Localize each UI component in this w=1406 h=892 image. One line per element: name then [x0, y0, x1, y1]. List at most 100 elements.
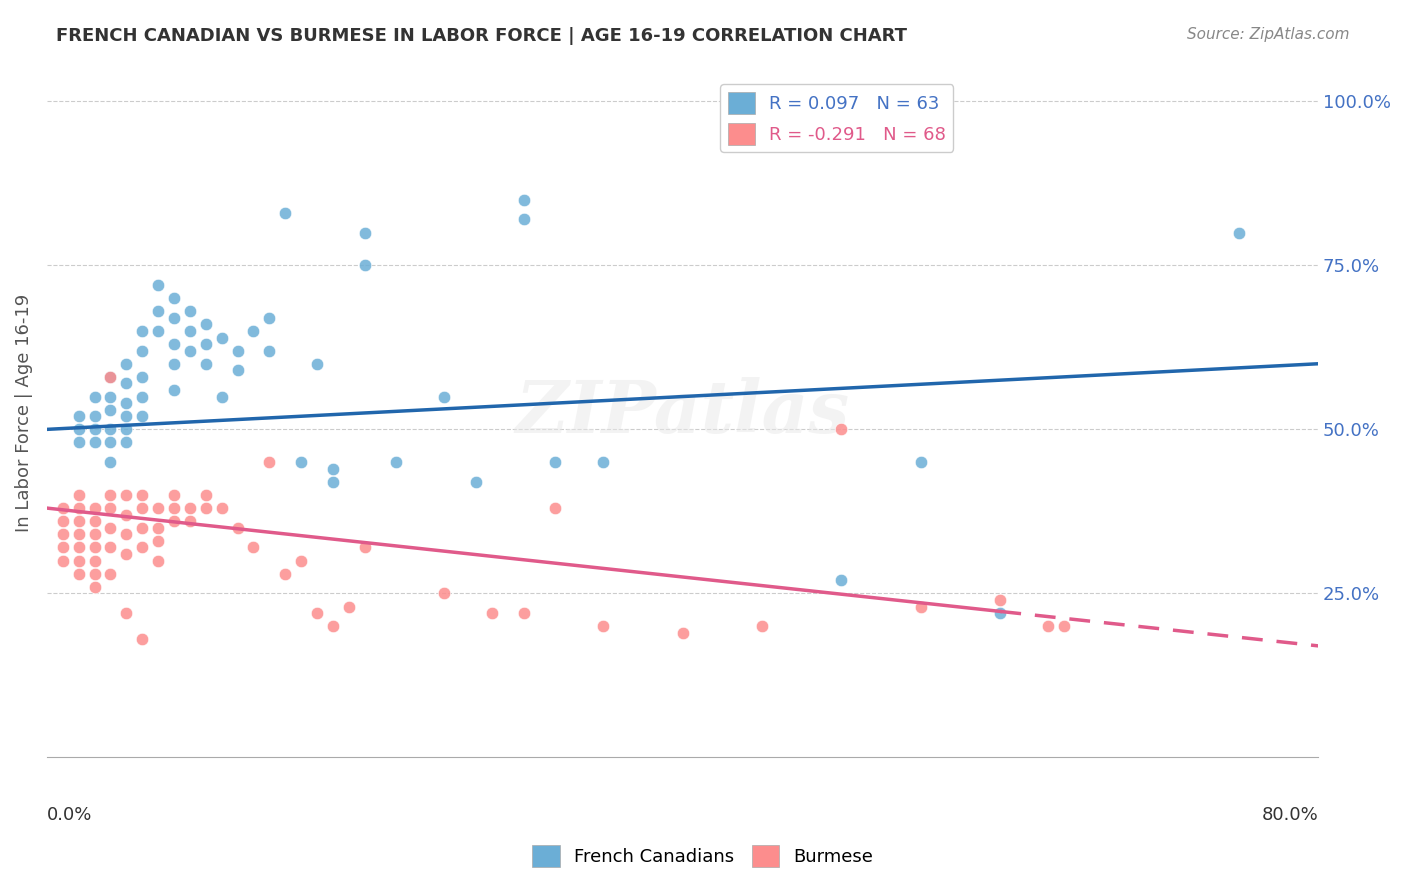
Point: [83, 390, 105, 404]
Point: [115, 396, 138, 410]
Point: [52, 514, 75, 528]
Point: [52, 501, 75, 516]
Point: [385, 455, 408, 469]
Point: [67, 566, 90, 581]
Point: [179, 304, 201, 318]
Point: [100, 435, 122, 450]
Text: Source: ZipAtlas.com: Source: ZipAtlas.com: [1187, 27, 1350, 42]
Point: [52, 527, 75, 541]
Point: [194, 318, 217, 332]
Point: [163, 383, 186, 397]
Point: [671, 625, 693, 640]
Point: [146, 521, 169, 535]
Point: [131, 370, 153, 384]
Point: [290, 553, 312, 567]
Point: [115, 376, 138, 391]
Point: [131, 501, 153, 516]
Point: [163, 501, 186, 516]
Point: [146, 501, 169, 516]
Point: [146, 278, 169, 293]
Point: [179, 324, 201, 338]
Point: [67, 435, 90, 450]
Point: [52, 541, 75, 555]
Point: [226, 521, 249, 535]
Point: [83, 553, 105, 567]
Point: [830, 422, 852, 436]
Point: [465, 475, 488, 489]
Point: [179, 343, 201, 358]
Point: [100, 541, 122, 555]
Point: [100, 402, 122, 417]
Point: [988, 606, 1011, 620]
Point: [592, 455, 614, 469]
Point: [100, 488, 122, 502]
Point: [83, 541, 105, 555]
Point: [115, 527, 138, 541]
Point: [211, 390, 233, 404]
Point: [100, 422, 122, 436]
Point: [259, 343, 281, 358]
Point: [131, 324, 153, 338]
Point: [194, 501, 217, 516]
Point: [544, 501, 567, 516]
Point: [131, 541, 153, 555]
Point: [83, 514, 105, 528]
Point: [100, 390, 122, 404]
Point: [83, 422, 105, 436]
Point: [1227, 226, 1250, 240]
Point: [67, 541, 90, 555]
Point: [100, 521, 122, 535]
Point: [67, 422, 90, 436]
Point: [211, 501, 233, 516]
Point: [194, 337, 217, 351]
Point: [211, 330, 233, 344]
Point: [988, 593, 1011, 607]
Point: [146, 553, 169, 567]
Point: [544, 455, 567, 469]
Point: [163, 514, 186, 528]
Point: [305, 606, 328, 620]
Point: [115, 422, 138, 436]
Point: [52, 553, 75, 567]
Text: 0.0%: 0.0%: [46, 805, 93, 823]
Point: [115, 488, 138, 502]
Point: [322, 619, 344, 633]
Point: [274, 206, 297, 220]
Point: [67, 514, 90, 528]
Point: [194, 357, 217, 371]
Text: ZIPatlas: ZIPatlas: [516, 377, 849, 449]
Point: [83, 409, 105, 424]
Point: [179, 501, 201, 516]
Point: [100, 566, 122, 581]
Point: [100, 455, 122, 469]
Point: [115, 357, 138, 371]
Point: [353, 258, 375, 272]
Point: [115, 435, 138, 450]
Point: [322, 475, 344, 489]
Legend: R = 0.097   N = 63, R = -0.291   N = 68: R = 0.097 N = 63, R = -0.291 N = 68: [720, 85, 953, 152]
Point: [592, 619, 614, 633]
Point: [910, 599, 932, 614]
Point: [100, 501, 122, 516]
Point: [146, 324, 169, 338]
Point: [194, 488, 217, 502]
Point: [115, 606, 138, 620]
Point: [274, 566, 297, 581]
Point: [83, 435, 105, 450]
Point: [830, 574, 852, 588]
Point: [163, 310, 186, 325]
Point: [131, 488, 153, 502]
Point: [337, 599, 360, 614]
Point: [67, 409, 90, 424]
Point: [179, 514, 201, 528]
Point: [146, 533, 169, 548]
Point: [83, 527, 105, 541]
Point: [512, 606, 534, 620]
Point: [131, 390, 153, 404]
Point: [1036, 619, 1059, 633]
Point: [910, 455, 932, 469]
Point: [67, 527, 90, 541]
Point: [115, 508, 138, 522]
Point: [259, 455, 281, 469]
Point: [83, 580, 105, 594]
